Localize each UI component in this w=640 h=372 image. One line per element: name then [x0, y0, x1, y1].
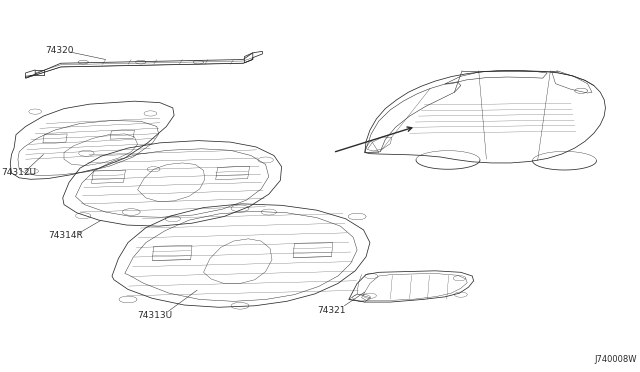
- Text: 74320: 74320: [45, 46, 74, 55]
- Text: 74312U: 74312U: [1, 169, 36, 177]
- Text: 74313U: 74313U: [138, 311, 173, 320]
- Text: J740008W: J740008W: [595, 355, 637, 364]
- Text: 74321: 74321: [317, 306, 346, 315]
- Text: 74314R: 74314R: [48, 231, 83, 240]
